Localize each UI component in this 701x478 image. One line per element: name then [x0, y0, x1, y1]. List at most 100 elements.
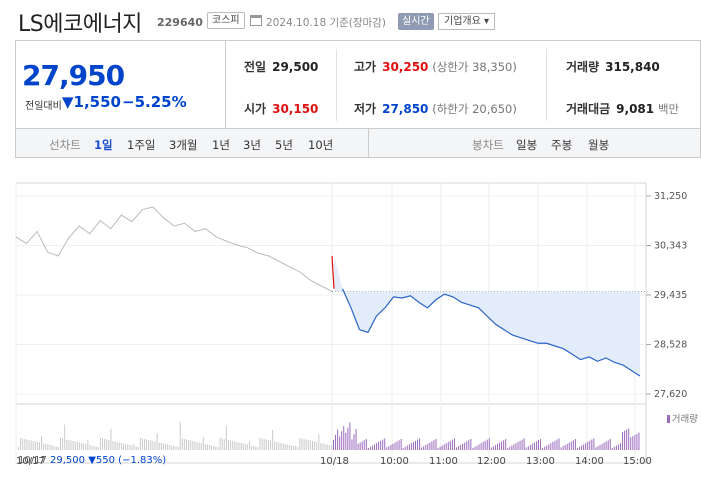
- x-tick-label: 14:00: [575, 456, 604, 467]
- price-panel: 27,950 전일대비 ▼1,550 −5.25% 전일 29,500 시가 30,…: [15, 40, 701, 128]
- volume-bar: [81, 443, 82, 450]
- volume-bar: [466, 441, 468, 450]
- volume-bar: [482, 442, 484, 450]
- volume-bar: [437, 448, 439, 450]
- volume-bar: [517, 442, 519, 450]
- volume-bar: [560, 447, 562, 450]
- volume-bar: [622, 432, 624, 450]
- volume-bar: [173, 446, 175, 450]
- volume-cell: 거래량 315,840: [566, 58, 660, 75]
- volume-bar: [367, 448, 369, 450]
- volume-bar: [593, 438, 595, 450]
- volume-bar: [472, 448, 474, 450]
- tab-5year[interactable]: 5년: [275, 138, 293, 152]
- volume-bar: [347, 427, 349, 450]
- stock-header: LS에코에너지 229640 코스피 2024.10.18 기준(장마감) 실시…: [0, 0, 701, 40]
- volume-bar: [470, 439, 472, 450]
- volume-bar: [202, 437, 204, 450]
- volume-bar: [570, 441, 572, 450]
- volume-bar: [507, 448, 509, 450]
- volume-bar: [556, 439, 558, 450]
- volume-bar: [620, 443, 621, 450]
- volume-bar: [402, 448, 404, 450]
- volume-bar: [144, 439, 145, 450]
- volume-bar: [32, 441, 34, 450]
- volume-bar: [529, 445, 531, 450]
- amount-value: 9,081: [616, 102, 655, 116]
- volume-bar: [447, 442, 449, 450]
- volume-bar: [314, 441, 316, 450]
- volume-bar: [398, 440, 400, 450]
- volume-bar: [359, 442, 361, 450]
- volume-bar: [355, 429, 357, 450]
- volume-bar: [626, 429, 628, 450]
- volume-bar: [45, 444, 47, 450]
- tab-10year[interactable]: 10년: [308, 138, 334, 152]
- volume-bar: [337, 429, 339, 450]
- volume-bar: [169, 445, 171, 450]
- volume-bar: [62, 438, 64, 450]
- volume-bar: [322, 443, 324, 450]
- volume-bar: [363, 440, 365, 450]
- volume-bar: [583, 444, 585, 450]
- volume-bar: [535, 441, 537, 450]
- tab-3month[interactable]: 3개월: [169, 138, 198, 152]
- volume-bar: [57, 447, 59, 450]
- volume-bar: [615, 445, 617, 450]
- volume-bar: [488, 438, 490, 450]
- volume-bar: [417, 439, 419, 450]
- volume-bar: [240, 443, 242, 450]
- y-tick-label: 29,435: [654, 290, 687, 301]
- volume-bar: [589, 440, 591, 450]
- high-cell: 고가 30,250 (상한가 38,350): [354, 58, 517, 75]
- change-value: ▼1,550: [62, 93, 121, 111]
- volume-bar: [20, 438, 22, 450]
- volume-bar: [28, 440, 30, 450]
- tab-1day[interactable]: 1일: [94, 138, 113, 152]
- tab-3year[interactable]: 3년: [243, 138, 261, 152]
- volume-bar: [225, 426, 227, 450]
- volume-bar: [99, 438, 101, 450]
- divider: [336, 49, 337, 121]
- volume-bar: [24, 439, 26, 450]
- volume-bar: [162, 443, 164, 450]
- volume-bar: [628, 428, 630, 450]
- volume-bar: [55, 446, 57, 450]
- volume-bar: [257, 447, 259, 450]
- volume-bar: [295, 445, 297, 450]
- tab-monthly-candle[interactable]: 월봉: [588, 138, 610, 152]
- volume-bar: [18, 447, 19, 450]
- volume-bar: [156, 433, 158, 450]
- volume-bar: [196, 442, 198, 450]
- volume-bar: [572, 440, 574, 450]
- price-chart[interactable]: 31,250 30,343 29,435 28,528 27,620 10/17 10/18…: [0, 158, 701, 478]
- company-info-dropdown[interactable]: 기업개요 ▾: [438, 13, 495, 30]
- tab-1week[interactable]: 1주일: [127, 138, 156, 152]
- tab-1year[interactable]: 1년: [212, 138, 230, 152]
- realtime-button[interactable]: 실시간: [398, 13, 434, 30]
- change-label: 전일대비: [25, 101, 62, 112]
- volume-bar: [232, 441, 234, 450]
- volume-bar: [93, 446, 95, 450]
- volume-bar: [318, 434, 320, 450]
- prev-day-line: [15, 206, 333, 292]
- tab-weekly-candle[interactable]: 주봉: [551, 138, 573, 152]
- volume-bar: [108, 440, 110, 450]
- volume-bar: [106, 439, 108, 450]
- volume-bar: [335, 434, 337, 450]
- volume-bar: [110, 428, 112, 450]
- volume-bar: [276, 442, 278, 450]
- volume-bar: [87, 440, 89, 450]
- volume-bar: [146, 439, 148, 450]
- volume-bar: [394, 442, 396, 450]
- volume-bar: [238, 442, 240, 450]
- volume-bar: [330, 445, 332, 450]
- volume-bar: [601, 443, 603, 450]
- volume-bar: [49, 445, 51, 450]
- volume-bar: [70, 440, 72, 450]
- volume-bar: [209, 445, 211, 450]
- volume-bar: [374, 444, 375, 450]
- volume-bar: [339, 436, 341, 450]
- y-tick-label: 31,250: [654, 191, 687, 202]
- tab-daily-candle[interactable]: 일봉: [516, 138, 538, 152]
